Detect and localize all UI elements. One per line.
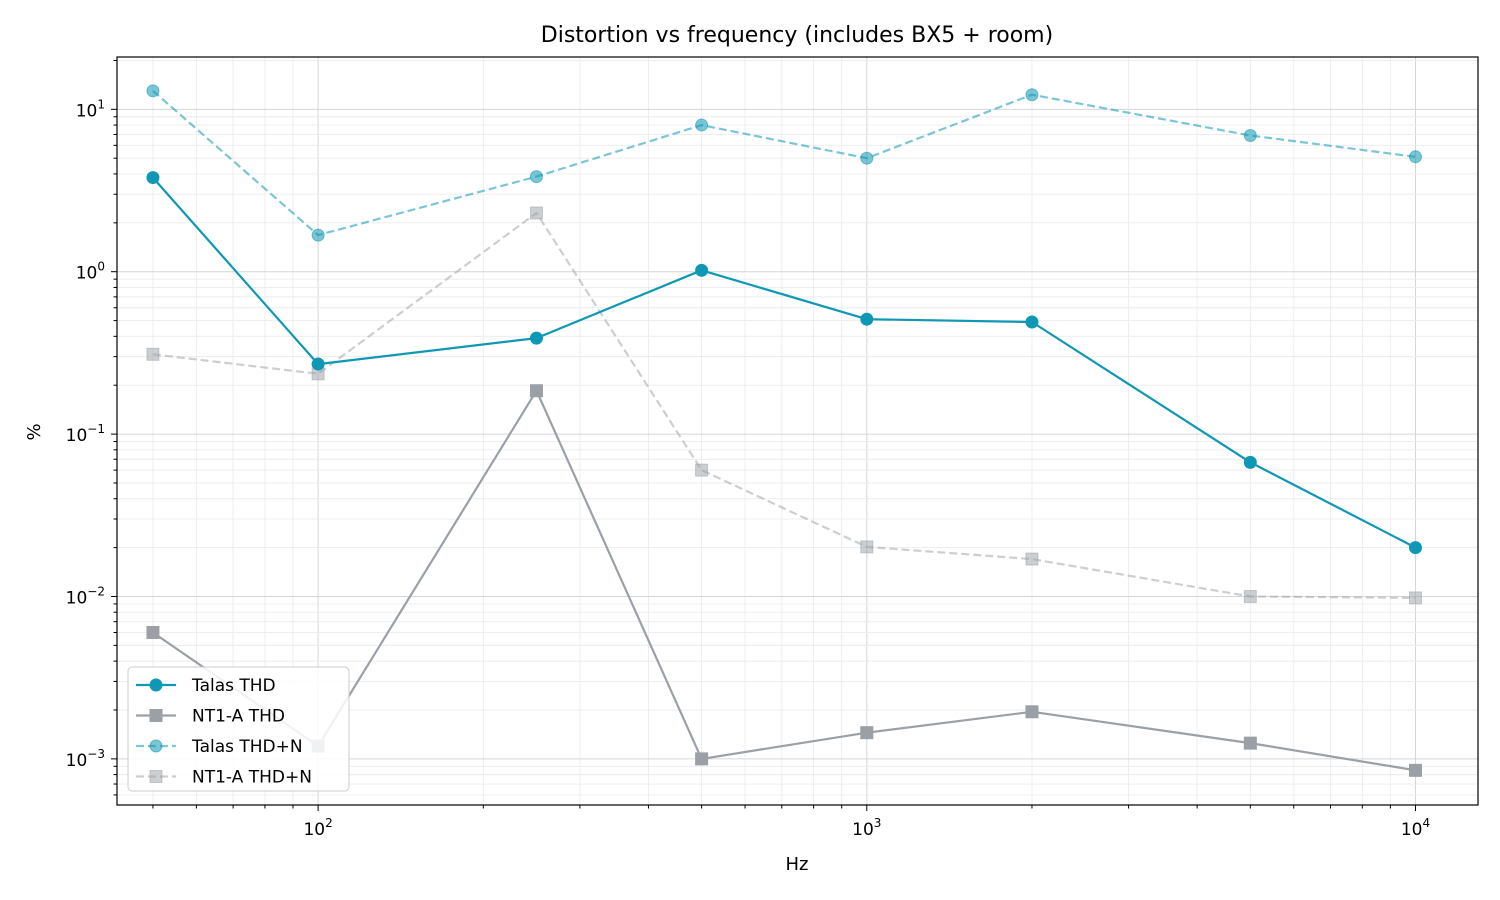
data-point bbox=[311, 357, 325, 371]
data-point bbox=[1243, 455, 1257, 469]
data-point bbox=[1408, 150, 1422, 164]
data-point bbox=[1025, 315, 1039, 329]
y-tick-label: 10−2 bbox=[66, 584, 105, 608]
data-point bbox=[695, 263, 709, 277]
data-point bbox=[860, 726, 874, 740]
data-point bbox=[1025, 88, 1039, 102]
data-point bbox=[860, 540, 874, 554]
data-point bbox=[695, 752, 709, 766]
ticks: 102 103 104 10−3 10−2 10−1 100 101 bbox=[66, 59, 1430, 840]
data-point bbox=[860, 312, 874, 326]
data-point bbox=[1243, 128, 1257, 142]
legend-marker bbox=[149, 678, 163, 692]
data-point bbox=[146, 626, 160, 640]
data-point bbox=[860, 151, 874, 165]
legend-label: Talas THD+N bbox=[191, 737, 303, 757]
chart-title: Distortion vs frequency (includes BX5 + … bbox=[541, 23, 1053, 48]
data-point bbox=[529, 384, 543, 398]
legend-item: NT1-A THD+N bbox=[136, 768, 312, 788]
legend-marker bbox=[149, 770, 163, 783]
legend-label: NT1-A THD bbox=[192, 707, 285, 727]
data-point bbox=[1408, 591, 1422, 605]
legend: Talas THD NT1-A THD Talas THD+N NT1-A THD+N bbox=[127, 666, 350, 792]
legend-marker bbox=[149, 739, 163, 753]
data-point bbox=[695, 463, 709, 477]
x-tick-label: 102 bbox=[303, 816, 332, 840]
legend-box bbox=[127, 666, 350, 792]
series-talas-thd bbox=[146, 171, 1422, 555]
legend-item: Talas THD+N bbox=[136, 737, 303, 757]
data-point bbox=[1243, 736, 1257, 750]
data-point bbox=[529, 206, 543, 220]
data-point bbox=[1025, 705, 1039, 719]
x-tick-label: 103 bbox=[852, 816, 881, 840]
data-point bbox=[311, 228, 325, 242]
data-point bbox=[1025, 552, 1039, 566]
y-axis-label: % bbox=[24, 423, 45, 440]
legend-label: Talas THD bbox=[191, 676, 276, 696]
x-axis-label: Hz bbox=[786, 854, 809, 875]
legend-label: NT1-A THD+N bbox=[192, 768, 312, 788]
data-point bbox=[1243, 589, 1257, 603]
y-tick-label: 10−3 bbox=[66, 747, 105, 771]
series-line bbox=[152, 211, 1416, 599]
series-line bbox=[152, 89, 1416, 237]
y-tick-label: 100 bbox=[76, 260, 105, 284]
x-tick-label: 104 bbox=[1401, 816, 1430, 840]
legend-item: Talas THD bbox=[136, 676, 276, 696]
data-point bbox=[146, 84, 160, 98]
legend-item: NT1-A THD bbox=[136, 707, 285, 727]
series-layer bbox=[146, 84, 1422, 777]
plot-frame bbox=[116, 56, 1479, 806]
data-point bbox=[1408, 541, 1422, 555]
y-tick-label: 101 bbox=[76, 97, 105, 121]
series-nt1-a-thd bbox=[146, 384, 1422, 777]
data-point bbox=[529, 170, 543, 184]
series-nt1-a-thd-n bbox=[146, 206, 1422, 605]
y-tick-label: 10−1 bbox=[66, 422, 105, 446]
data-point bbox=[146, 347, 160, 361]
series-line bbox=[152, 176, 1417, 549]
data-point bbox=[529, 331, 543, 345]
data-point bbox=[1408, 763, 1422, 777]
data-point bbox=[146, 171, 160, 185]
data-point bbox=[695, 118, 709, 132]
legend-marker bbox=[149, 709, 163, 722]
series-line bbox=[152, 389, 1416, 772]
series-talas-thd-n bbox=[146, 84, 1422, 242]
